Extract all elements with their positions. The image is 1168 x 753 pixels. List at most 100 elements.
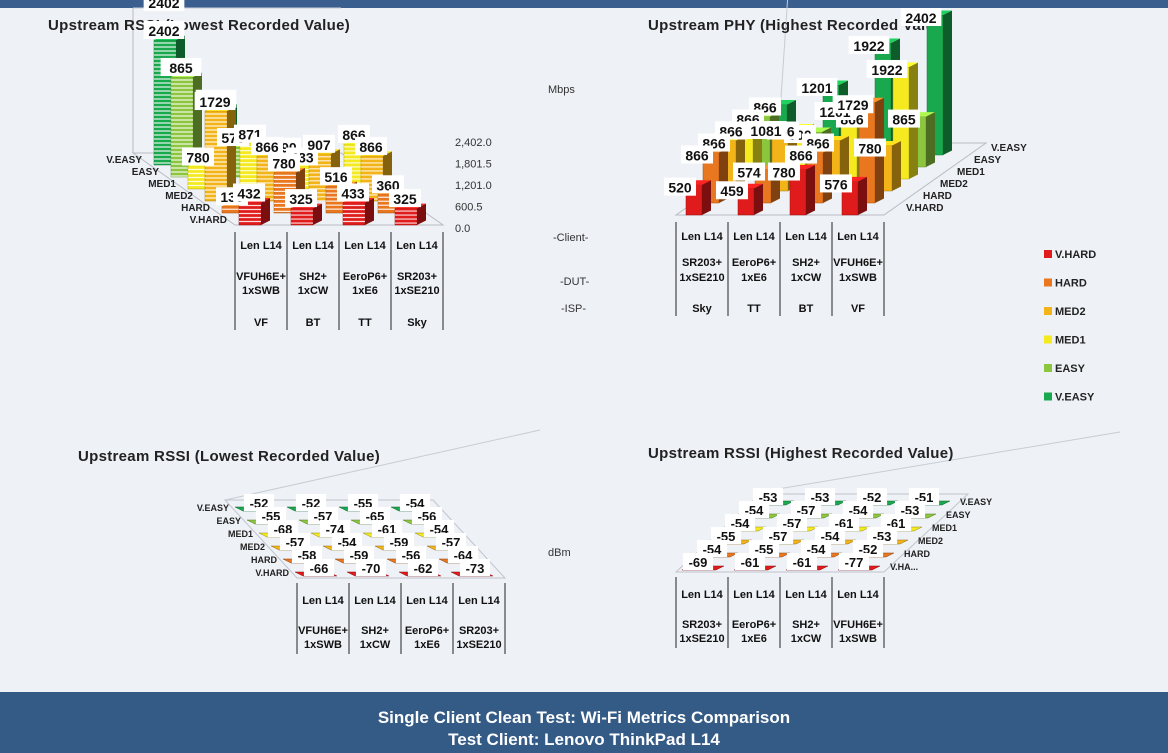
- chart4-data-label-bg: [762, 527, 794, 544]
- chart3-data-label-bg: [371, 520, 403, 537]
- chart1-dut-label: VFUH6E+: [236, 271, 286, 283]
- chart3-data-label-text: -73: [466, 561, 485, 576]
- chart1-data-label: 866: [250, 136, 284, 155]
- chart2-data-label: 780: [767, 162, 801, 181]
- chart2-data-label-text: 1201: [801, 80, 832, 96]
- chart3-data-label-bg: [319, 520, 351, 537]
- chart2-data-label-text: 865: [892, 112, 916, 128]
- chart4-data-label-text: -61: [793, 555, 812, 570]
- legend-label: EASY: [1055, 363, 1086, 375]
- chart1-data-label: 780: [267, 153, 301, 172]
- legend-label: MED1: [1055, 335, 1086, 347]
- chart1-bar-side: [261, 198, 270, 225]
- chart1-depth-label: MED2: [165, 191, 193, 202]
- chart2-isp-label: VF: [851, 303, 865, 315]
- chart1-bar: [342, 197, 374, 226]
- chart2-depth-label: V.EASY: [991, 143, 1027, 154]
- chart3-dut-label: SR203+: [459, 625, 499, 637]
- chart4-data-label: -61: [734, 553, 766, 570]
- chart2-isp-label: TT: [747, 303, 761, 315]
- chart2-bar: [841, 176, 867, 216]
- chart2-bar-side: [892, 141, 901, 191]
- chart3-data-label-bg: [267, 520, 299, 537]
- chart2-depth-label: HARD: [923, 191, 952, 202]
- chart3-dut2-label: 1xSWB: [304, 639, 342, 651]
- chart1-depth-label: EASY: [132, 167, 160, 178]
- chart3-client-label: Len L14: [458, 595, 500, 607]
- chart1-isp-label: VF: [254, 317, 268, 329]
- chart1-data-label-text: 2402: [148, 0, 179, 11]
- chart4-data-label-bg: [734, 553, 766, 570]
- chart1-data-label: 325: [388, 189, 422, 208]
- chart1-bar-side: [365, 197, 374, 225]
- chart1-depth-label: HARD: [181, 203, 210, 214]
- chart3-depth-label: V.HARD: [255, 568, 289, 578]
- chart3-depth-label: MED2: [240, 542, 265, 552]
- chart1-data-label-bg: [267, 153, 301, 172]
- footer-banner: Single Client Clean Test: Wi-Fi Metrics …: [0, 692, 1168, 753]
- chart3-data-label-bg: [359, 507, 391, 524]
- chart4-data-label: -53: [752, 488, 784, 505]
- chart4-data-label-bg: [908, 488, 940, 505]
- chart1-data-label-bg: [181, 147, 215, 166]
- chart3-dut2-label: 1xSE210: [456, 639, 501, 651]
- chart1-data-label-bg: [336, 183, 370, 202]
- chart1-data-label: 866: [354, 136, 388, 155]
- chart2-data-label-text: 520: [668, 180, 692, 196]
- chart3-data-label: -73: [459, 559, 491, 576]
- chart2-data-label: 1081: [745, 120, 787, 139]
- chart2-data-label-text: 459: [720, 183, 744, 199]
- chart1-ytick: 1,801.5: [455, 159, 492, 171]
- chart2-data-label-bg: [767, 162, 801, 181]
- chart1-data-label: 516: [319, 167, 353, 186]
- chart4-data-label-bg: [710, 527, 742, 544]
- chart4-dut-label: SH2+: [792, 619, 820, 631]
- chart1-data-label-bg: [164, 57, 198, 76]
- chart4-client-label: Len L14: [681, 589, 723, 601]
- chart2-data-label: 574: [732, 162, 766, 181]
- chart3-title: Upstream RSSI (Lowest Recorded Value): [78, 448, 380, 465]
- chart4-data-label-bg: [838, 553, 870, 570]
- chart2-data-label: 780: [853, 138, 887, 157]
- legend: V.HARD HARD MED2 MED1 EASY V.EASY: [1044, 249, 1096, 404]
- chart2-data-label: 1922: [866, 59, 908, 78]
- chart3-data-label-text: -70: [362, 561, 381, 576]
- chart4-dut-label: SR203+: [682, 619, 722, 631]
- chart1-data-label-text: 866: [255, 139, 279, 155]
- chart2-data-label-bg: [853, 138, 887, 157]
- chart4-data-label-bg: [752, 488, 784, 505]
- chart4-title: Upstream RSSI (Highest Recorded Value): [648, 445, 954, 462]
- chart4-dut2-label: 1xE6: [741, 633, 767, 645]
- chart4-data-label-bg: [880, 514, 912, 531]
- chart2-data-label-bg: [819, 174, 853, 193]
- chart3-depth-label: EASY: [216, 516, 241, 526]
- chart2-bar-side: [754, 183, 763, 215]
- chart1-data-label-text: 780: [186, 149, 210, 165]
- legend-label: V.EASY: [1055, 392, 1095, 404]
- chart1-client-label: Len L14: [396, 240, 438, 252]
- chart1-client-label: Len L14: [344, 240, 386, 252]
- chart2-data-label-bg: [887, 109, 921, 128]
- chart2-dut-label: VFUH6E+: [833, 257, 883, 269]
- chart1-isp-label: TT: [358, 317, 372, 329]
- chart2-data-label-text: 780: [858, 141, 882, 157]
- chart1-data-label-text: 325: [289, 191, 313, 207]
- chart4-data-label-bg: [814, 527, 846, 544]
- chart1-ytick: 1,201.0: [455, 180, 492, 192]
- chart1-data-label-text: 907: [307, 137, 331, 153]
- chart1-bar-side: [313, 203, 322, 225]
- chart1-data-label-bg: [143, 21, 185, 39]
- legend-label: HARD: [1055, 278, 1087, 290]
- chart2-bar-side: [858, 176, 867, 215]
- legend-swatch: [1044, 250, 1052, 258]
- chart4-back-line: [759, 431, 1121, 493]
- chart2-data-label: 866: [784, 145, 818, 164]
- chart1-data-label-text: 433: [341, 185, 365, 201]
- chart2-data-label: 865: [887, 109, 921, 128]
- chart4-dut2-label: 1xCW: [791, 633, 822, 645]
- chart3-data-label-bg: [435, 533, 467, 550]
- chart2-data-label: 1922: [848, 35, 890, 54]
- chart2-bar-side: [806, 165, 815, 215]
- chart2-data-label-text: 866: [789, 148, 813, 164]
- chart1-ytick: 2,402.0: [455, 137, 492, 149]
